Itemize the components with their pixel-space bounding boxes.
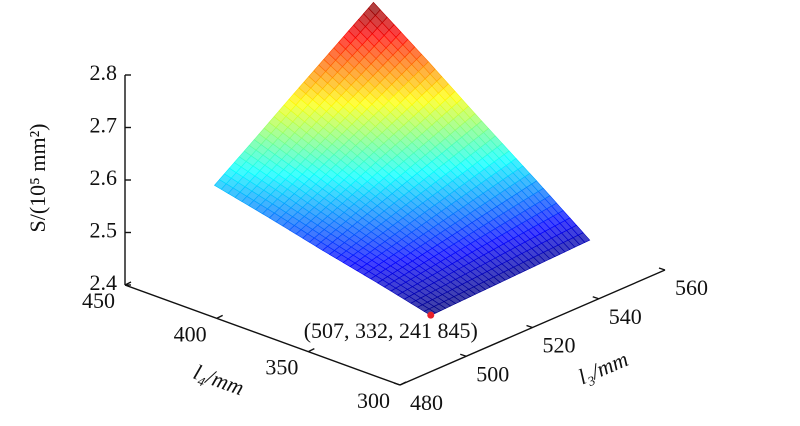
y-tick-label: 300: [357, 388, 390, 413]
z-tick-label: 2.4: [90, 270, 118, 295]
surface-cell: [436, 153, 450, 165]
y-tick: [124, 281, 132, 286]
x-tick-label: 520: [543, 333, 576, 358]
y-tick-label: 400: [174, 321, 207, 346]
surface-cell: [411, 257, 425, 267]
surface-cell: [396, 185, 410, 196]
surface-cell: [368, 1, 381, 16]
y-tick-label: 450: [82, 288, 115, 313]
z-axis-label: S/(10⁵ mm²): [25, 124, 50, 233]
surface-cell: [343, 139, 357, 151]
surface-cell: [248, 139, 262, 151]
z-tick-label: 2.5: [90, 218, 118, 243]
surface-cell: [451, 231, 465, 242]
y-tick-label: 350: [265, 355, 298, 380]
x-tick-label: 480: [410, 390, 443, 415]
annotation-label: (507, 332, 241 845): [304, 318, 478, 343]
surface-cell: [303, 178, 317, 190]
x-tick: [526, 324, 533, 329]
y-axis: [124, 284, 401, 386]
surface-cell: [423, 61, 436, 75]
surface-cell: [491, 206, 504, 217]
x-tick-label: 540: [609, 304, 642, 329]
annotation-point: [427, 311, 435, 319]
x-tick: [460, 353, 467, 357]
surface-cell: [288, 93, 302, 106]
surface-cell: [328, 47, 341, 61]
y-axis-label: l₄/mm: [190, 359, 247, 400]
x-tick: [393, 382, 401, 386]
x-tick-label: 500: [476, 361, 509, 386]
surface-cell: [383, 100, 396, 113]
y-tick: [216, 314, 223, 319]
x-axis-label: l₃/mm: [574, 346, 631, 389]
z-tick-label: 2.6: [90, 165, 118, 190]
surface-cell: [356, 217, 370, 228]
x-tick-label: 560: [675, 275, 708, 300]
x-tick: [592, 296, 599, 300]
y-tick: [308, 348, 315, 353]
x-tick: [658, 267, 666, 271]
y-tick: [399, 381, 407, 386]
z-tick-label: 2.8: [90, 60, 118, 85]
surface-cell: [531, 180, 544, 192]
surface-cell: [476, 120, 489, 133]
z-tick-label: 2.7: [90, 113, 118, 138]
